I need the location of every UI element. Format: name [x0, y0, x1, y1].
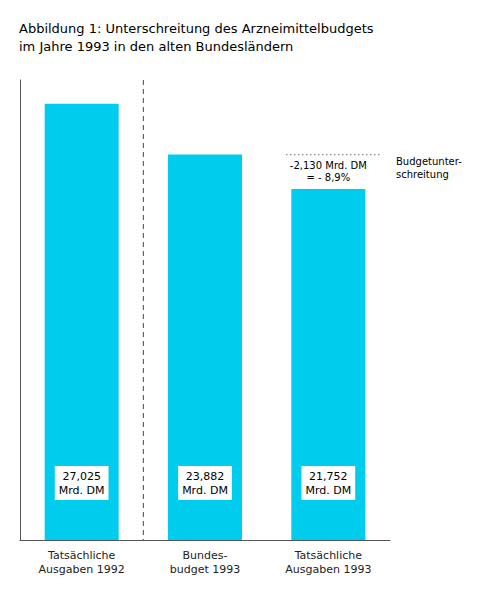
svg-text:Ausgaben 1993: Ausgaben 1993 — [285, 563, 371, 576]
svg-text:Tatsächliche: Tatsächliche — [47, 549, 116, 562]
svg-text:Mrd. DM: Mrd. DM — [182, 484, 228, 497]
svg-text:budget 1993: budget 1993 — [170, 563, 241, 576]
svg-text:im Jahre 1993 in den alten Bun: im Jahre 1993 in den alten Bundesländern — [19, 39, 293, 54]
svg-text:= - 8,9%: = - 8,9% — [306, 172, 350, 183]
svg-text:Mrd. DM: Mrd. DM — [59, 484, 105, 497]
svg-text:Budgetunter-: Budgetunter- — [396, 156, 462, 167]
svg-text:-2,130 Mrd. DM: -2,130 Mrd. DM — [290, 160, 367, 171]
svg-text:Ausgaben 1992: Ausgaben 1992 — [39, 563, 125, 576]
svg-text:Tatsächliche: Tatsächliche — [294, 549, 363, 562]
svg-text:27,025: 27,025 — [62, 470, 101, 483]
svg-text:Bundes-: Bundes- — [183, 549, 228, 562]
svg-text:Abbildung 1: Unterschreitung d: Abbildung 1: Unterschreitung des Arzneim… — [19, 21, 374, 36]
svg-text:21,752: 21,752 — [309, 470, 348, 483]
svg-text:23,882: 23,882 — [186, 470, 225, 483]
svg-text:schreitung: schreitung — [396, 169, 449, 180]
svg-text:Mrd. DM: Mrd. DM — [305, 484, 351, 497]
